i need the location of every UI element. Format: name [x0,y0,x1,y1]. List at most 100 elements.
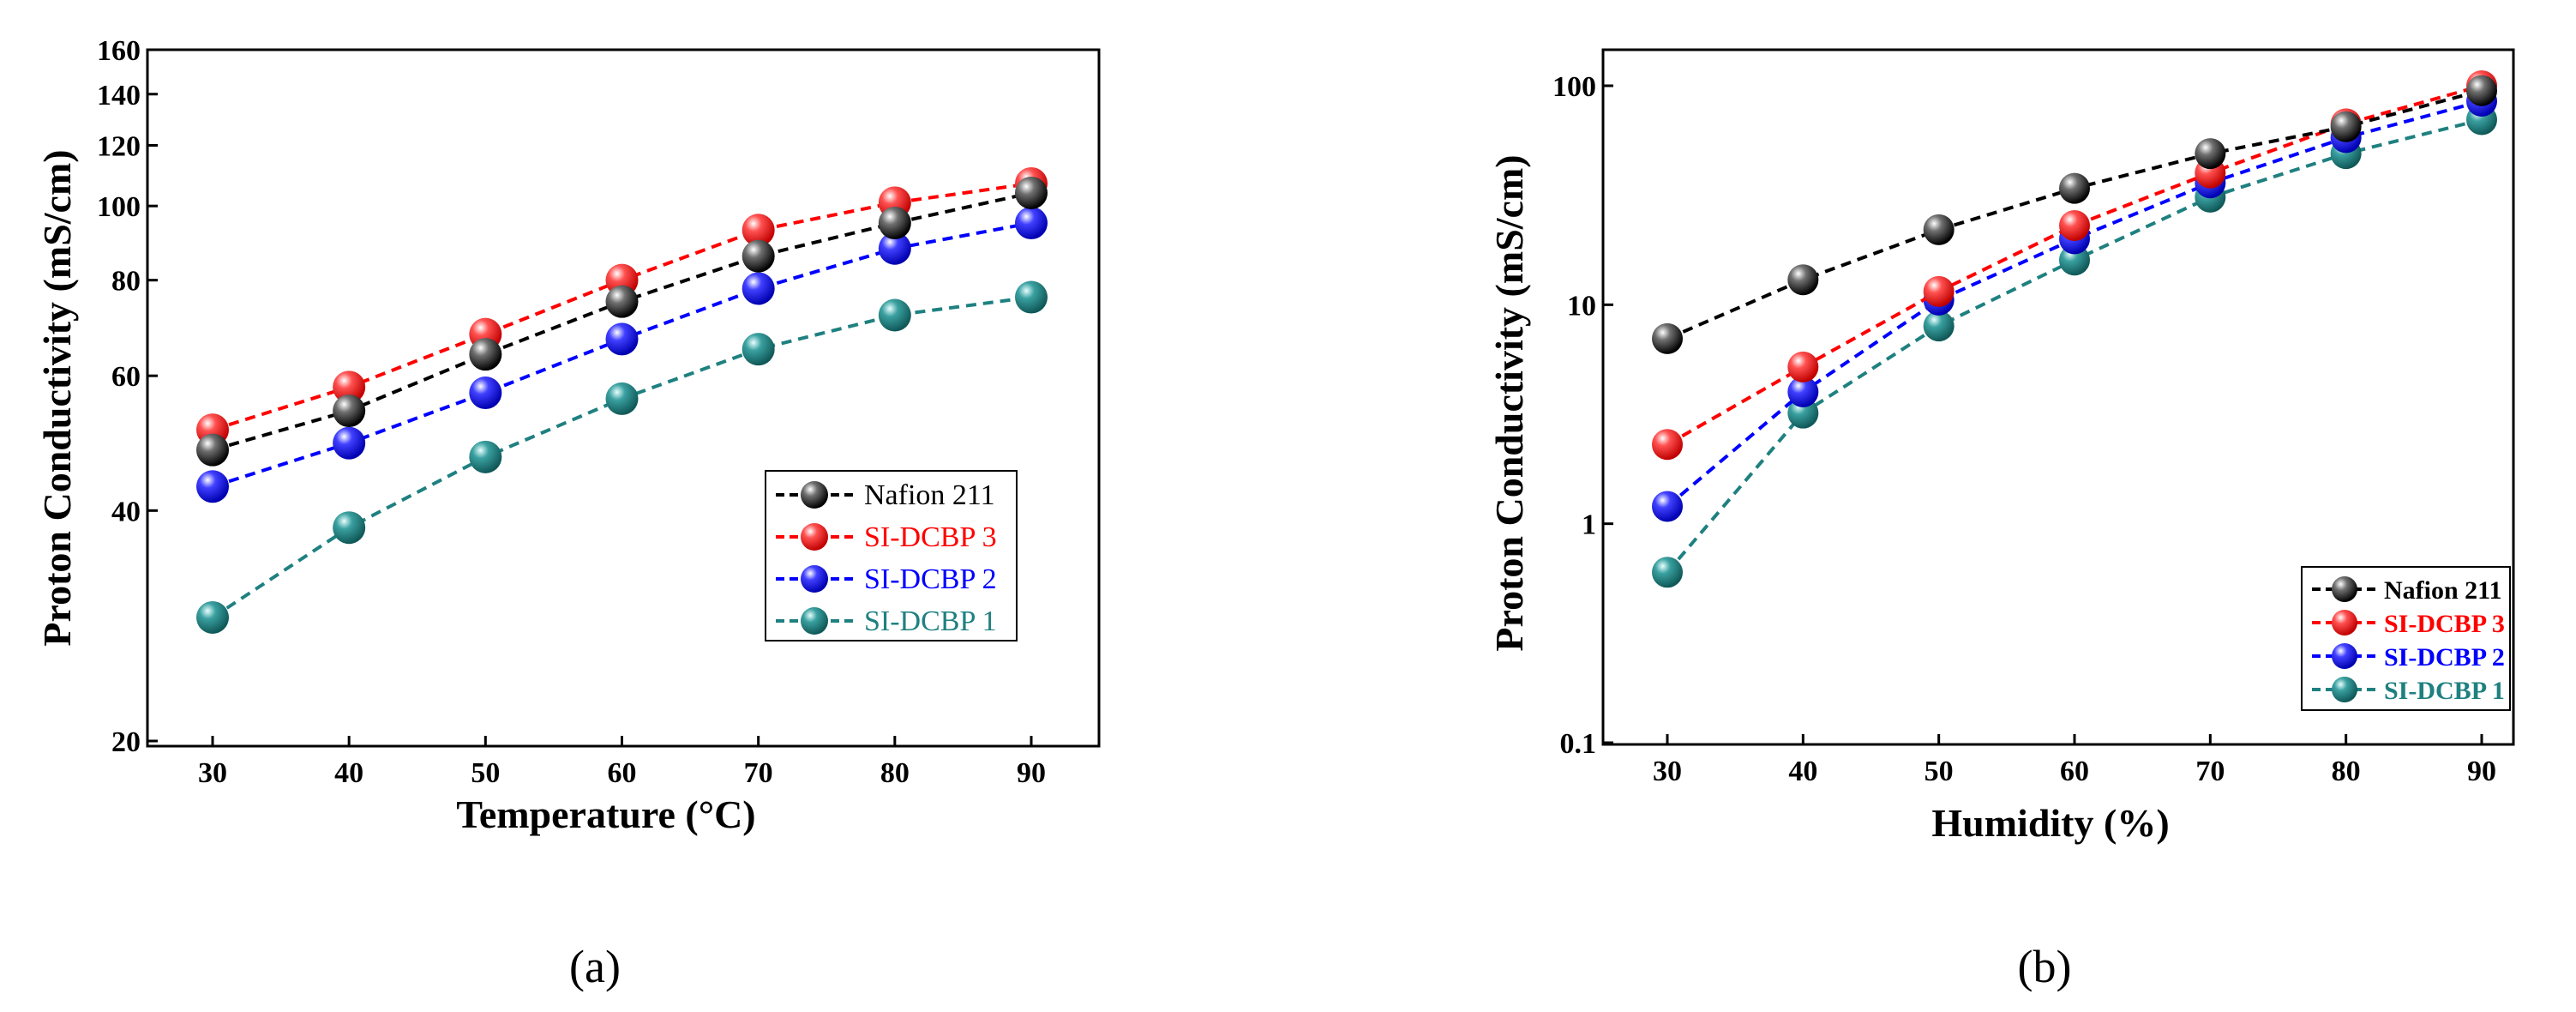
data-point [333,395,366,428]
chart-a-legend: Nafion 211 SI-DCBP 3 SI-DCBP 2 SI-DCBP 1 [765,470,1018,642]
legend-entry: Nafion 211 [776,479,995,511]
y-tick-label: 20 [111,726,141,758]
y-tick-label: 140 [97,80,141,111]
legend-label: SI-DCBP 1 [864,605,997,637]
legend-entry: SI-DCBP 1 [776,605,997,637]
data-point [1787,397,1819,429]
legend-entry: SI-DCBP 1 [2312,677,2505,705]
data-point [469,338,502,371]
data-point [2466,75,2497,106]
x-tick-label: 60 [608,757,637,789]
data-point [1652,491,1683,522]
x-tick-label: 50 [1924,756,1954,787]
data-point [1923,310,1955,342]
data-point [196,600,229,634]
chart-b-y-axis-title: Proton Conductivity (mS/cm) [1487,154,1531,651]
x-tick-label: 60 [2060,756,2089,787]
y-tick-label: 1 [1582,509,1596,541]
chart-a-y-axis: 20 40 60 80 100 120 140 160 [97,35,158,758]
chart-a-x-axis: 30 40 50 60 70 80 90 [198,736,1046,789]
data-point [742,333,775,366]
legend-label: SI-DCBP 2 [864,563,997,595]
legend-entry: SI-DCBP 2 [776,563,997,595]
y-tick-label: 10 [1567,290,1596,322]
data-point [2059,172,2090,204]
chart-b-plot-frame [1601,48,2515,746]
y-tick-label: 80 [111,266,141,298]
chart-b-x-axis: 30 40 50 60 70 80 90 [1653,734,2496,787]
chart-b: 30 40 50 60 70 80 90 0.1 1 10 100 Humidity (%) Pr… [1487,48,2515,992]
y-tick-label: 100 [97,191,141,223]
data-point [196,433,229,467]
legend-label: SI-DCBP 3 [2384,610,2505,638]
x-tick-label: 90 [1017,757,1046,789]
data-point [1923,275,1955,307]
legend-marker [801,565,828,593]
data-point [469,440,502,473]
legend-marker [2332,643,2357,669]
legend-entry: SI-DCBP 3 [776,521,997,553]
legend-marker [2332,677,2357,702]
chart-b-legend: Nafion 211 SI-DCBP 3 SI-DCBP 2 SI-DCBP 1 [2301,566,2511,711]
legend-label: Nafion 211 [864,479,995,511]
series-si-dcbp-2 [196,207,1048,503]
data-point [878,232,911,265]
x-tick-label: 50 [471,757,500,789]
data-point [1015,207,1048,240]
x-tick-label: 70 [2195,756,2225,787]
chart-a-x-axis-title: Temperature (°C) [456,792,755,836]
data-point [742,214,775,247]
chart-a: 30 40 50 60 70 80 90 20 40 60 80 100 120 140 160 Temp… [35,35,1101,992]
data-point [2059,209,2090,241]
legend-marker [801,523,828,551]
data-point [1015,176,1048,209]
legend-entry: Nafion 211 [2312,576,2502,605]
x-tick-label: 40 [334,757,363,789]
data-point [2195,138,2226,170]
legend-entry: SI-DCBP 3 [2312,610,2505,638]
data-point [1652,429,1683,461]
chart-a-y-axis-title: Proton Conductivity (mS/cm) [35,149,79,646]
chart-b-x-axis-title: Humidity (%) [1931,801,2169,845]
x-tick-label: 80 [880,757,910,789]
data-point [333,370,366,404]
data-point [2330,111,2362,142]
legend-marker [801,481,828,509]
data-point [1652,322,1683,354]
data-point [1015,280,1048,314]
series-line [1666,99,2483,508]
legend-label: Nafion 211 [2384,576,2502,605]
x-tick-label: 40 [1788,756,1817,787]
legend-marker [801,607,828,635]
series-si-dcbp-1 [196,280,1048,634]
y-tick-label: 100 [1552,71,1596,103]
y-tick-label: 120 [97,131,141,163]
x-tick-label: 90 [2467,756,2496,787]
data-point [1787,264,1819,296]
chart-b-panel-label: (b) [2018,941,2072,992]
x-tick-label: 70 [744,757,773,789]
data-point [605,322,639,356]
chart-b-series [1652,70,2497,588]
data-point [742,239,775,273]
data-point [1787,376,1819,407]
data-point [605,285,639,318]
data-point [2059,244,2090,276]
data-point [1787,351,1819,383]
data-point [469,376,502,410]
legend-marker [2332,576,2357,602]
series-nafion-211 [1652,75,2497,354]
chart-b-y-axis: 0.1 1 10 100 [1552,71,1613,760]
data-point [333,511,366,545]
x-tick-label: 30 [198,757,227,789]
y-tick-label: 160 [97,35,141,67]
data-point [605,382,639,415]
data-point [1652,557,1683,588]
legend-entry: SI-DCBP 2 [2312,643,2505,672]
legend-label: SI-DCBP 3 [864,521,997,553]
chart-a-series [196,166,1048,634]
chart-a-panel-label: (a) [569,941,621,992]
data-point [742,272,775,305]
data-point [878,207,911,240]
